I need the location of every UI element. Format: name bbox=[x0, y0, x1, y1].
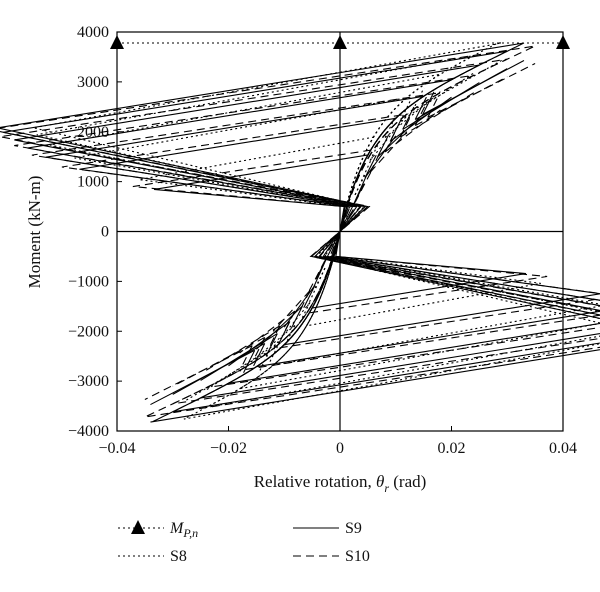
loop-branch-s10 bbox=[313, 260, 326, 284]
y-tick-label: 3000 bbox=[77, 74, 109, 91]
loop-branch-s8 bbox=[399, 98, 412, 122]
x-axis-label-sub: r bbox=[384, 481, 389, 495]
loop-branch-s10 bbox=[414, 102, 427, 126]
x-axis-label-unit: (rad) bbox=[389, 472, 426, 491]
hysteresis-loop-s10 bbox=[0, 45, 600, 418]
loop-branch-s9 bbox=[303, 285, 316, 309]
loop-branch-s9 bbox=[377, 134, 390, 158]
loop-branch-s10 bbox=[415, 76, 508, 127]
x-axis-label-main: Relative rotation, bbox=[254, 472, 376, 491]
legend-label-s10: S10 bbox=[345, 548, 370, 565]
x-tick-label: 0.02 bbox=[438, 440, 466, 457]
loop-branch-s10 bbox=[144, 345, 253, 400]
y-tick-label: 0 bbox=[101, 224, 109, 241]
loop-branch-s10 bbox=[369, 131, 408, 173]
loop-branch-s9 bbox=[290, 305, 303, 329]
loop-branch-s10 bbox=[354, 179, 367, 203]
loop-branch-s10 bbox=[384, 129, 397, 153]
loop-branch-s8 bbox=[258, 350, 271, 374]
loop-branch-s8 bbox=[306, 267, 326, 309]
loop-branch-s10 bbox=[283, 310, 296, 334]
y-tick-label: −1000 bbox=[68, 273, 109, 290]
loop-branch-s9 bbox=[283, 285, 316, 328]
y-tick-label: −3000 bbox=[68, 373, 109, 390]
loop-branch-s10 bbox=[399, 114, 412, 138]
mp-triangle-marker bbox=[110, 34, 124, 49]
loop-branch-s10 bbox=[369, 149, 382, 173]
loop-branch-s8 bbox=[268, 341, 281, 365]
loop-branch-s8 bbox=[399, 72, 475, 122]
loop-branch-s8 bbox=[384, 114, 397, 138]
loop-branch-s10 bbox=[272, 290, 311, 332]
loop-branch-s9 bbox=[364, 135, 397, 178]
loop-branch-s8 bbox=[183, 350, 271, 403]
x-tick-label: 0 bbox=[336, 440, 344, 457]
loop-branch-s9 bbox=[364, 154, 377, 178]
mp-triangle-marker bbox=[333, 34, 347, 49]
loop-branch-s10 bbox=[253, 337, 266, 361]
legend-triangle-icon bbox=[131, 520, 145, 534]
mp-line-layer bbox=[110, 34, 570, 49]
loop-branch-s9 bbox=[200, 333, 278, 381]
hysteresis-loop-s8 bbox=[33, 42, 600, 420]
loop-branch-s10 bbox=[268, 325, 281, 349]
loop-branch-s8 bbox=[384, 91, 441, 138]
loop-branch-s9 bbox=[150, 349, 255, 406]
y-tick-label: −4000 bbox=[68, 423, 109, 440]
x-axis-label-symbol: θ bbox=[376, 472, 384, 491]
x-tick-label: −0.04 bbox=[98, 440, 135, 457]
loop-branch-s10 bbox=[205, 325, 281, 371]
mp-triangle-marker bbox=[556, 34, 570, 49]
loop-branch-s9 bbox=[422, 59, 525, 115]
legend: MP,n S9 S8 S10 bbox=[118, 520, 370, 565]
legend-label-mp: MP,n bbox=[169, 520, 198, 540]
y-axis-label: Moment (kN-m) bbox=[25, 176, 44, 289]
axis-ticks: −4000−3000−2000−100001000200030004000−0.… bbox=[68, 24, 577, 457]
loop-branch-s10 bbox=[427, 94, 440, 118]
loop-branch-s8 bbox=[412, 59, 502, 111]
x-axis-label: Relative rotation, θr (rad) bbox=[254, 472, 427, 495]
loop-branch-s10 bbox=[298, 290, 311, 314]
series-layer bbox=[0, 42, 600, 423]
series-s10 bbox=[0, 45, 600, 418]
legend-label-s8: S8 bbox=[170, 548, 187, 565]
loop-branch-s8 bbox=[412, 87, 425, 111]
x-tick-label: 0.04 bbox=[549, 440, 577, 457]
loop-branch-s8 bbox=[354, 172, 367, 196]
loop-branch-s10 bbox=[240, 345, 253, 369]
loop-branch-s8 bbox=[354, 154, 374, 196]
loop-branch-s9 bbox=[402, 82, 480, 130]
loop-branch-s8 bbox=[283, 325, 296, 349]
legend-label-s9: S9 bbox=[345, 520, 362, 537]
loop-branch-s9 bbox=[422, 91, 435, 115]
loop-branch-s10 bbox=[172, 336, 265, 387]
loop-branch-s8 bbox=[313, 267, 326, 291]
loop-branch-s8 bbox=[239, 325, 296, 372]
y-tick-label: 4000 bbox=[77, 24, 109, 41]
y-tick-label: 1000 bbox=[77, 174, 109, 191]
loop-branch-s10 bbox=[427, 63, 536, 118]
x-tick-label: −0.02 bbox=[210, 440, 247, 457]
loop-branch-s10 bbox=[399, 92, 475, 138]
y-tick-label: −2000 bbox=[68, 323, 109, 340]
